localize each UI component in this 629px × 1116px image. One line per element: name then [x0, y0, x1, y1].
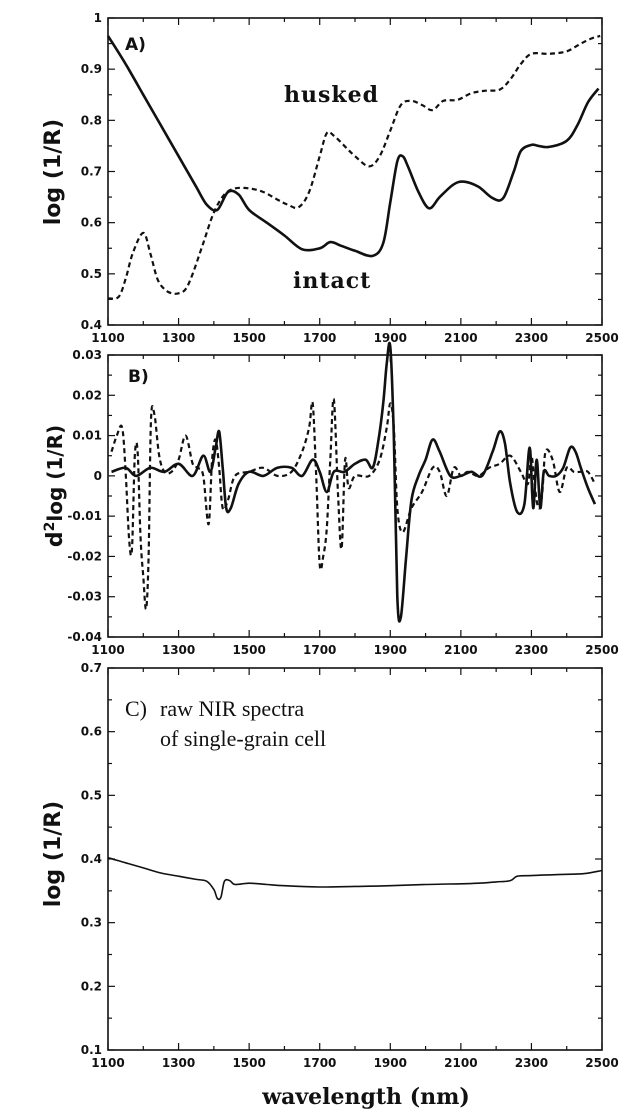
panel-c-x-tick-label: 1700 [303, 1056, 336, 1070]
panel-a-x-tick-label: 1700 [303, 331, 336, 345]
panel-c-x-tick-label: 1900 [374, 1056, 407, 1070]
panel-b-x-tick-label: 1900 [374, 643, 407, 657]
panel-a-x-tick-label: 2100 [444, 331, 477, 345]
panel-a-x-tick-label: 1100 [91, 331, 124, 345]
panel-b-y-tick-label: 0.01 [72, 429, 102, 443]
panel-a-x-tick-label: 1900 [374, 331, 407, 345]
panel-c-x-tick-label: 1500 [232, 1056, 265, 1070]
panel-b-plot-frame [107, 354, 603, 638]
panel-c-x-tick-label: 2300 [515, 1056, 548, 1070]
panel-b-y-tick-label: 0.03 [72, 348, 102, 362]
panel-b-series-intact [111, 341, 597, 623]
panel-c-x-tick-label: 2100 [444, 1056, 477, 1070]
panel-b-x-tick-label: 1300 [162, 643, 195, 657]
panel-a-x-tick-label: 1500 [232, 331, 265, 345]
panel-c-x-tick-label: 2500 [585, 1056, 618, 1070]
panel-b-y-tick-label: -0.03 [67, 590, 102, 604]
panel-c-chart: log (1/R) C) raw NIR spectra of single-g… [41, 661, 619, 1110]
panel-a-y-tick-label: 1 [94, 11, 102, 25]
panel-a-y-tick-label: 0.9 [81, 62, 102, 76]
panel-b-y-axis-label: d2log (1/R) [42, 425, 68, 547]
panel-c-y-tick-label: 0.6 [81, 725, 102, 739]
panel-a-y-tick-label: 0.7 [81, 165, 102, 179]
panel-c-label: C) [125, 696, 147, 721]
panel-a-y-tick-label: 0.5 [81, 267, 102, 281]
panel-b-x-tick-label: 1700 [303, 643, 336, 657]
panel-b-x-tick-label: 1500 [232, 643, 265, 657]
panel-c-annotation-line-1: raw NIR spectra [160, 696, 304, 721]
panel-a-chart: log (1/R) A) husked intact 1100 1300 1500 1… [41, 11, 619, 345]
panel-b-x-tick-label: 1100 [91, 643, 124, 657]
panel-a-y-tick-label: 0.4 [81, 318, 102, 332]
panel-c-y-tick-label: 0.4 [81, 852, 102, 866]
panel-b-y-label-d: d [43, 531, 68, 547]
panel-b-x-tick-label: 2100 [444, 643, 477, 657]
panel-a-x-tick-label: 2300 [515, 331, 548, 345]
husked-annotation: husked [284, 82, 379, 108]
panel-c-series-single-grain-cell [107, 856, 603, 901]
panel-c-y-axis-label: log (1/R) [41, 801, 66, 907]
panel-a-x-tick-label: 1300 [162, 331, 195, 345]
panel-c-annotation-line-2: of single-grain cell [160, 726, 326, 751]
panel-c-x-tick-label: 1100 [91, 1056, 124, 1070]
panel-a-y-axis-label: log (1/R) [41, 119, 66, 225]
intact-annotation: intact [293, 268, 371, 294]
panel-a-series-husked [107, 34, 601, 300]
panel-c-y-tick-label: 0.7 [81, 661, 102, 675]
panel-b-x-tick-label: 2500 [585, 643, 618, 657]
panel-b-y-tick-label: -0.04 [67, 630, 102, 644]
panel-b-series-husked [110, 397, 596, 610]
panel-a-series-intact [106, 35, 600, 258]
panel-b-y-tick-label: -0.01 [67, 509, 102, 523]
panel-c-y-tick-label: 0.5 [81, 788, 102, 802]
panel-b-y-tick-label: 0 [94, 469, 102, 483]
panel-b-y-tick-label: -0.02 [67, 549, 102, 563]
panel-c-y-tick-label: 0.3 [81, 916, 102, 930]
panel-b-x-tick-label: 2300 [515, 643, 548, 657]
panel-b-label: B) [128, 367, 149, 387]
panel-b-chart: d2log (1/R) B) 1100 1300 1500 1700 1900 2100 2… [42, 341, 619, 657]
panel-a-x-tick-label: 2500 [585, 331, 618, 345]
panel-c-x-tick-label: 1300 [162, 1056, 195, 1070]
panel-b-y-tick-label: 0.02 [72, 388, 102, 402]
panel-a-y-tick-label: 0.6 [81, 216, 102, 230]
panel-a-y-tick-label: 0.8 [81, 113, 102, 127]
panel-b-y-label-exponent: 2 [42, 522, 58, 532]
panel-c-x-axis-label: wavelength (nm) [261, 1084, 470, 1110]
panel-b-y-label-rest: log (1/R) [43, 425, 67, 522]
panel-c-y-tick-label: 0.2 [81, 979, 102, 993]
panel-a-label: A) [125, 35, 146, 55]
panel-c-y-tick-label: 0.1 [81, 1043, 102, 1057]
